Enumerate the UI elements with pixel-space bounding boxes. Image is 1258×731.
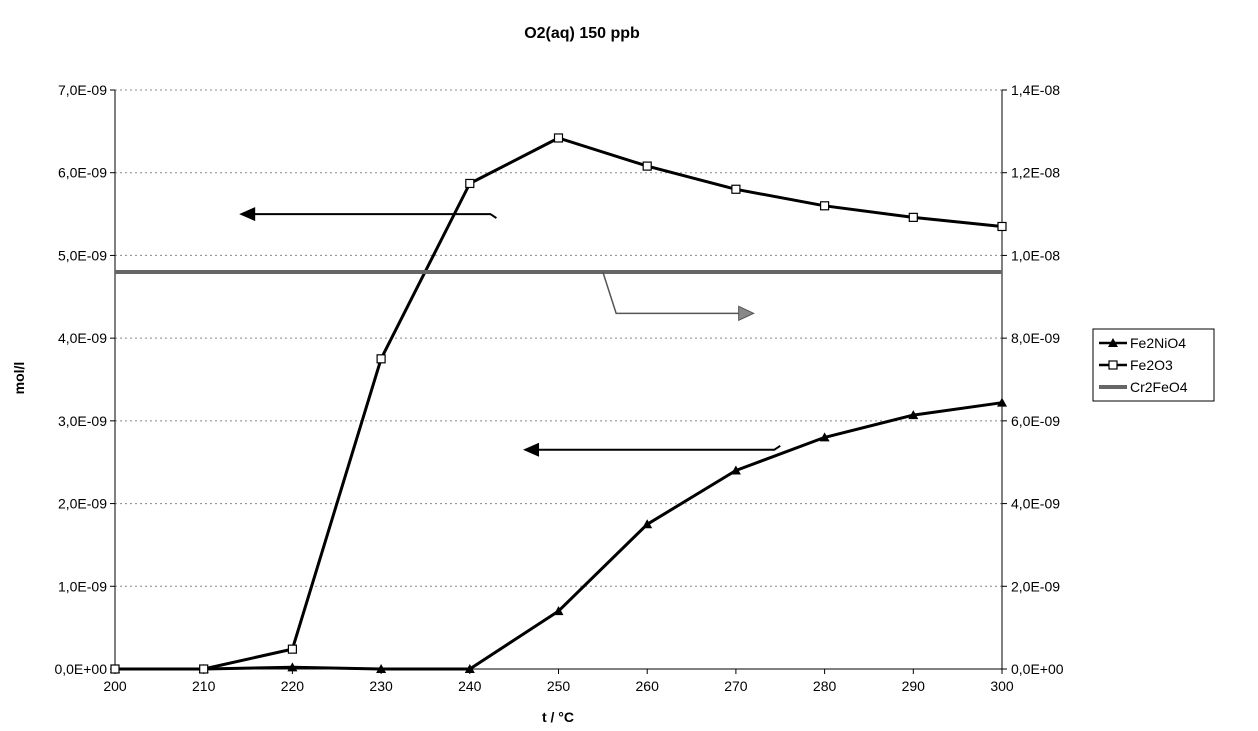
gridlines xyxy=(115,89,1002,587)
right-tick-label: 1,2E-08 xyxy=(1011,165,1060,181)
legend: Fe2NiO4 Fe2O3 Cr2FeO4 xyxy=(1092,328,1215,402)
x-tick-label: 290 xyxy=(902,678,926,694)
right-tick-label: 2,0E-09 xyxy=(1011,578,1060,594)
x-tick-label: 240 xyxy=(458,678,482,694)
right-tick-label: 6,0E-09 xyxy=(1011,413,1060,429)
data-point xyxy=(908,212,918,222)
right-tick-label: 8,0E-09 xyxy=(1011,330,1060,346)
y-axis-title: mol/l xyxy=(11,362,27,395)
series-fe2o3 xyxy=(110,133,1007,674)
chart-title: O2(aq) 150 ppb xyxy=(524,25,640,42)
data-point xyxy=(465,178,475,189)
legend-marker xyxy=(1108,360,1118,370)
legend-entry: Fe2O3 xyxy=(1099,357,1173,373)
right-tick-label: 1,4E-08 xyxy=(1011,82,1060,98)
left-tick-label: 4,0E-09 xyxy=(58,330,107,346)
arrow-shaft xyxy=(251,213,497,219)
x-tick-label: 280 xyxy=(813,678,837,694)
data-point xyxy=(819,201,830,211)
x-tick-label: 300 xyxy=(990,678,1014,694)
x-tick-label: 260 xyxy=(636,678,660,694)
right-tick-label: 4,0E-09 xyxy=(1011,496,1060,512)
left-tick-label: 5,0E-09 xyxy=(58,247,107,263)
legend-label: Fe2O3 xyxy=(1130,357,1173,373)
legend-label: Cr2FeO4 xyxy=(1130,379,1188,395)
legend-label: Fe2NiO4 xyxy=(1130,335,1186,351)
x-tick-label: 250 xyxy=(547,678,571,694)
x-tick-label: 230 xyxy=(369,678,393,694)
data-point xyxy=(287,644,297,654)
data-point xyxy=(642,519,653,529)
data-point xyxy=(376,354,386,364)
data-point xyxy=(553,606,564,616)
data-point xyxy=(110,664,120,674)
left-tick-label: 1,0E-09 xyxy=(58,578,107,594)
left-tick-label: 2,0E-09 xyxy=(58,496,107,512)
data-point xyxy=(997,397,1007,407)
arrow-head xyxy=(738,305,755,322)
left-tick-label: 0,0E+00 xyxy=(54,661,107,677)
left-axis-ticks: 0,0E+00 1,0E-09 2,0E-09 3,0E-09 4,0E-09 5,0E-… xyxy=(54,82,115,677)
arrow-shaft xyxy=(602,271,742,315)
right-tick-label: 0,0E+00 xyxy=(1011,661,1064,677)
arrow-fe2nio4 xyxy=(523,442,781,457)
x-tick-label: 220 xyxy=(281,678,305,694)
x-tick-label: 270 xyxy=(724,678,748,694)
axes xyxy=(114,90,1003,670)
data-point xyxy=(464,664,475,673)
legend-entry: Cr2FeO4 xyxy=(1099,379,1188,395)
data-point xyxy=(376,664,387,673)
legend-marker xyxy=(1108,338,1118,347)
series-fe2nio4 xyxy=(110,397,1007,673)
data-point xyxy=(819,432,830,442)
x-axis-title: t / °C xyxy=(542,709,574,725)
data-point xyxy=(553,133,564,143)
series-group xyxy=(110,133,1007,674)
series-line xyxy=(115,401,1003,671)
data-point xyxy=(908,410,919,420)
data-point xyxy=(730,465,741,475)
x-tick-label: 210 xyxy=(192,678,216,694)
data-point xyxy=(997,221,1007,232)
arrow-head xyxy=(239,207,256,222)
data-point xyxy=(731,184,741,194)
data-point xyxy=(199,664,209,674)
arrow-cr2feo4 xyxy=(602,271,755,322)
legend-entry: Fe2NiO4 xyxy=(1099,335,1186,351)
arrow-fe2o3 xyxy=(239,207,497,222)
x-axis-ticks: 200 210 220 230 240 250 260 270 280 290 300 xyxy=(103,669,1014,694)
arrow-head xyxy=(523,442,540,457)
data-point xyxy=(642,161,652,171)
left-tick-label: 6,0E-09 xyxy=(58,165,107,181)
annotation-arrows xyxy=(239,207,781,457)
arrow-shaft xyxy=(535,444,781,451)
right-tick-label: 1,0E-08 xyxy=(1011,247,1060,263)
left-tick-label: 7,0E-09 xyxy=(58,82,107,98)
x-tick-label: 200 xyxy=(103,678,127,694)
data-point xyxy=(287,662,298,672)
right-axis-ticks: 0,0E+00 2,0E-09 4,0E-09 6,0E-09 8,0E-09 1,0E-… xyxy=(1002,82,1064,677)
left-tick-label: 3,0E-09 xyxy=(58,413,107,429)
